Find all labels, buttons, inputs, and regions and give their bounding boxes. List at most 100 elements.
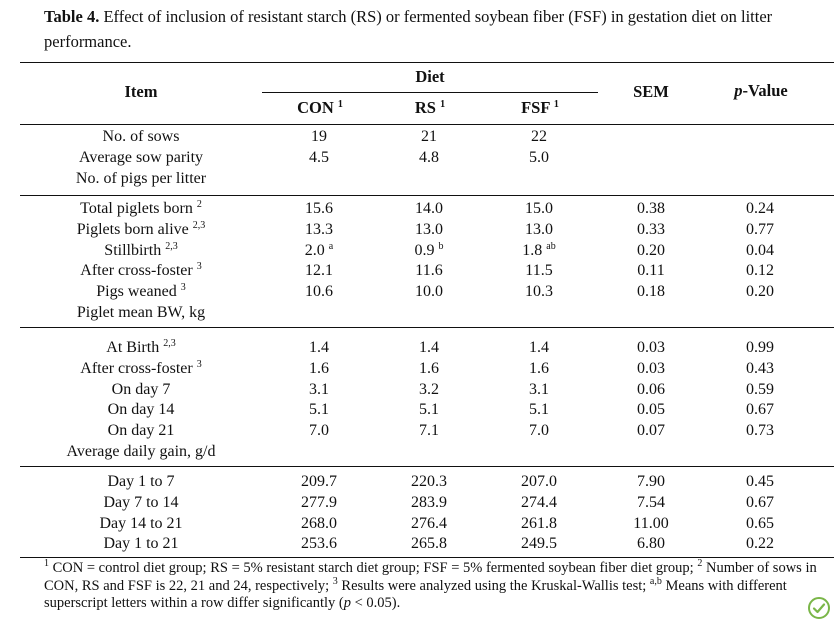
header-sem: SEM	[633, 82, 669, 101]
cell-sem: 7.90	[637, 471, 665, 492]
cell-value: 0.03	[637, 359, 665, 377]
cell-sem: 0.33	[637, 219, 665, 240]
cell-p: 0.04	[746, 240, 774, 261]
cell-fsf: 10.3	[525, 281, 553, 302]
cell-con: 12.1	[305, 260, 333, 281]
cell-value: 7.1	[419, 422, 439, 440]
cell-con: 15.6	[305, 198, 333, 219]
header-rule	[20, 124, 834, 125]
cell-value: 0.59	[746, 380, 774, 398]
cell-fsf: 249.5	[521, 533, 557, 554]
cell-superscript: 2	[196, 199, 202, 210]
cell-value: 7.54	[637, 493, 665, 511]
cell-value: 0.07	[637, 422, 665, 440]
cell-value: Day 7 to 14	[103, 493, 179, 511]
cell-value: 11.5	[525, 262, 553, 280]
cell-p: 0.59	[746, 379, 774, 400]
cell-sem: 0.03	[637, 358, 665, 379]
cell-rs: 5.1	[419, 399, 439, 420]
cell-fsf: 13.0	[525, 219, 553, 240]
cell-superscript: a	[328, 240, 334, 252]
cell-item: No. of pigs per litter	[76, 168, 206, 189]
cell-p: 0.12	[746, 260, 774, 281]
cell-item: Piglet mean BW, kg	[77, 302, 205, 323]
cell-value: 0.03	[637, 339, 665, 356]
cell-superscript: 2,3	[163, 338, 176, 349]
cell-value: 5.0	[529, 148, 549, 166]
cell-value: 7.0	[309, 422, 329, 440]
cell-con: 209.7	[301, 471, 337, 492]
cell-value: 0.9	[414, 241, 435, 259]
cell-value: Day 1 to 21	[103, 535, 179, 553]
cell-p: 0.67	[746, 492, 774, 513]
cell-value: 0.65	[746, 514, 774, 532]
cell-p: 0.22	[746, 533, 774, 554]
cell-value: 0.99	[746, 339, 774, 356]
cell-value: 2.0	[304, 241, 325, 259]
cell-sem: 6.80	[637, 533, 665, 554]
cell-sem: 0.07	[637, 420, 665, 441]
cell-rs: 21	[421, 126, 437, 147]
cell-superscript: 3	[196, 261, 202, 273]
cell-value: On day 21	[107, 422, 175, 440]
cell-value: 19	[311, 128, 327, 145]
cell-value: 0.12	[746, 262, 774, 280]
cell-con: 253.6	[301, 533, 337, 554]
cell-value: 22	[531, 128, 547, 145]
cell-value: 0.20	[637, 241, 665, 259]
cell-sem: 0.18	[637, 281, 665, 302]
cell-sem: 0.06	[637, 379, 665, 400]
cell-value: 11.6	[415, 262, 443, 280]
header-con: CON 1	[297, 98, 343, 117]
cell-value: 7.90	[637, 473, 665, 490]
cell-value: Day 14 to 21	[99, 514, 183, 532]
top-rule	[20, 62, 834, 64]
cell-fsf: 3.1	[529, 379, 549, 400]
cell-value: No. of sows	[102, 128, 180, 145]
cell-sem: 11.00	[633, 513, 668, 534]
cell-value: 0.67	[746, 401, 774, 419]
cell-value: 15.6	[305, 200, 333, 217]
cell-value: 1.8	[522, 241, 543, 259]
cell-value: On day 7	[111, 380, 171, 398]
cell-value: 6.80	[637, 535, 665, 553]
cell-fsf: 1.8 ab	[522, 240, 555, 261]
cell-value: 274.4	[521, 493, 557, 511]
cell-value: 13.0	[415, 220, 443, 238]
cell-con: 7.0	[309, 420, 329, 441]
cell-item: After cross-foster 3	[80, 358, 201, 379]
cell-value: 3.1	[309, 380, 329, 398]
cell-value: 0.45	[746, 473, 774, 490]
cell-value: 0.06	[637, 380, 665, 398]
table-title: Effect of inclusion of resistant starch …	[44, 7, 773, 51]
cell-value: 10.0	[415, 283, 443, 301]
cell-item: Day 7 to 14	[103, 492, 178, 513]
cell-sem: 0.38	[637, 198, 665, 219]
check-circle-icon[interactable]	[808, 597, 830, 619]
cell-value: 209.7	[301, 473, 337, 490]
cell-item: Day 1 to 21	[103, 533, 178, 554]
cell-value: Pigs weaned	[96, 283, 177, 301]
cell-value: 0.67	[746, 493, 774, 511]
cell-value: 253.6	[301, 535, 337, 553]
cell-value: 0.22	[746, 535, 774, 553]
header-diet: Diet	[415, 67, 445, 86]
cell-rs: 265.8	[411, 533, 447, 554]
cell-value: 0.73	[746, 422, 774, 440]
cell-value: 3.2	[419, 380, 439, 398]
cell-item: Pigs weaned 3	[96, 281, 185, 302]
cell-value: 265.8	[411, 535, 447, 553]
cell-fsf: 1.6	[529, 358, 549, 379]
cell-item: At Birth 2,3	[106, 337, 175, 358]
cell-con: 1.4	[309, 337, 329, 358]
cell-value: 0.43	[746, 359, 774, 377]
cell-p: 0.99	[746, 337, 774, 358]
cell-value: 13.0	[525, 220, 553, 238]
cell-item: Average daily gain, g/d	[67, 441, 216, 462]
cell-value: 14.0	[415, 200, 443, 217]
cell-fsf: 261.8	[521, 513, 557, 534]
cell-p: 0.77	[746, 219, 774, 240]
cell-value: On day 14	[107, 401, 175, 419]
cell-value: 1.6	[309, 359, 329, 377]
cell-value: 0.33	[637, 220, 665, 238]
